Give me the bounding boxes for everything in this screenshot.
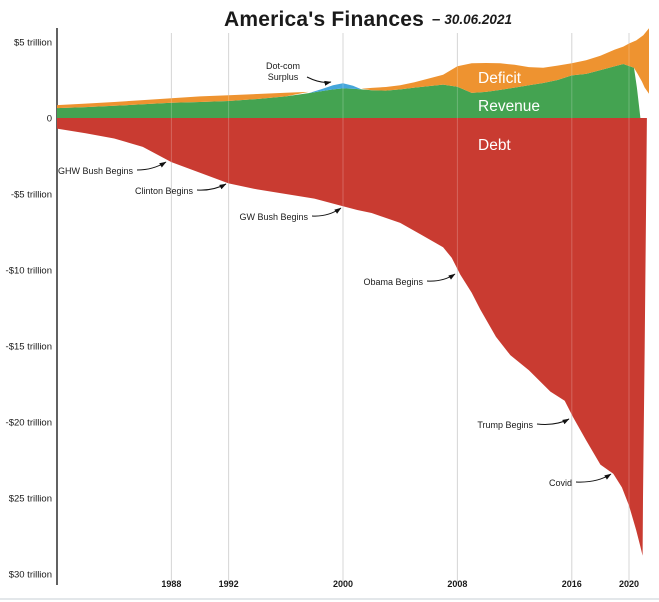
chart-title: America's Finances –30.06.2021 — [77, 8, 659, 32]
bottom-border-line — [0, 598, 659, 600]
annotation-trump-begins: Trump Begins — [477, 418, 570, 430]
annotation-label-gw-bush-begins: GW Bush Begins — [239, 212, 308, 222]
x-tick-label: 2016 — [562, 579, 582, 589]
y-tick-label: $5 trillion — [14, 38, 52, 49]
area-revenue — [57, 64, 641, 118]
area-surplus — [308, 83, 362, 94]
annotation-label-ghw-bush-begins: GHW Bush Begins — [58, 166, 134, 176]
annotation-label-obama-begins: Obama Begins — [363, 277, 423, 287]
area-debt — [57, 118, 647, 556]
y-tick-label: -$20 trillion — [6, 418, 52, 429]
annotation-arrow-trump-begins — [536, 418, 570, 425]
x-tick-label: 2000 — [333, 579, 353, 589]
annotation-covid: Covid — [549, 473, 612, 488]
y-tick-label: $25 trillion — [9, 494, 52, 505]
annotation-label-clinton-begins: Clinton Begins — [135, 186, 194, 196]
annotation-dot-com-surplus: Dot-com Surplus — [266, 61, 332, 86]
y-tick-label: -$15 trillion — [6, 342, 52, 353]
chart-title-text: America's Finances — [224, 8, 425, 31]
annotation-label-dot-com-surplus: Dot-com Surplus — [266, 61, 300, 82]
annotation-clinton-begins: Clinton Begins — [135, 183, 227, 196]
x-tick-label: 1988 — [161, 579, 181, 589]
y-tick-label: -$10 trillion — [6, 266, 52, 277]
annotation-arrow-obama-begins — [426, 273, 456, 282]
series-label-deficit: Deficit — [478, 70, 522, 87]
annotation-ghw-bush-begins: GHW Bush Begins — [58, 161, 167, 176]
annotation-arrow-clinton-begins — [196, 183, 227, 191]
annotation-arrow-gw-bush-begins — [311, 207, 342, 217]
y-tick-label: -$5 trillion — [11, 190, 52, 201]
y-tick-label: $30 trillion — [9, 570, 52, 581]
annotation-arrow-ghw-bush-begins — [136, 161, 167, 171]
x-tick-label: 2008 — [447, 579, 467, 589]
y-tick-label: 0 — [47, 114, 52, 125]
x-tick-label: 2020 — [619, 579, 639, 589]
annotation-arrow-dot-com-surplus — [306, 76, 332, 86]
area-deficit — [57, 28, 649, 109]
annotation-arrow-covid — [575, 473, 612, 483]
annotation-obama-begins: Obama Begins — [363, 273, 456, 287]
annotation-label-covid: Covid — [549, 478, 572, 488]
title-dash: – — [432, 11, 441, 28]
series-label-revenue: Revenue — [478, 98, 540, 115]
annotation-label-trump-begins: Trump Begins — [477, 420, 533, 430]
chart-title-date: 30.06.2021 — [444, 12, 512, 27]
annotation-gw-bush-begins: GW Bush Begins — [239, 207, 342, 222]
x-tick-label: 1992 — [219, 579, 239, 589]
series-label-debt: Debt — [478, 137, 511, 154]
